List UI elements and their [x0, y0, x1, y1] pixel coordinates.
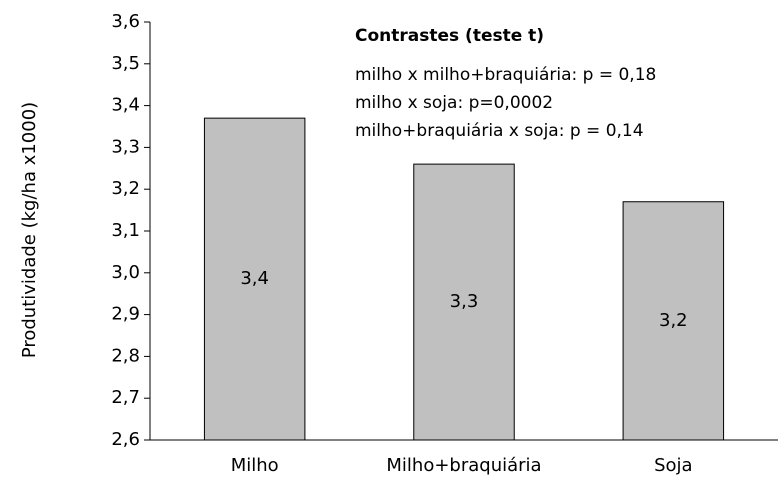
y-tick-label: 3,4	[111, 95, 140, 116]
annotation: milho+braquiária x soja: p = 0,14	[355, 121, 644, 141]
x-tick-label: Milho	[231, 455, 279, 476]
y-axis-label: Produtividade (kg/ha x1000)	[19, 102, 40, 358]
y-tick-label: 3,3	[111, 136, 140, 157]
annotation-title: Contrastes (teste t)	[355, 26, 544, 46]
y-tick-label: 3,1	[111, 220, 140, 241]
y-tick-label: 3,2	[111, 178, 140, 199]
y-tick-label: 2,7	[111, 387, 140, 408]
y-tick-label: 3,5	[111, 53, 140, 74]
y-tick-label: 2,8	[111, 345, 140, 366]
annotation: milho x soja: p=0,0002	[355, 93, 553, 113]
value-label: 3,3	[450, 291, 479, 312]
y-tick-label: 3,6	[111, 11, 140, 32]
y-tick-label: 3,0	[111, 262, 140, 283]
x-tick-label: Soja	[654, 455, 692, 476]
annotation: milho x milho+braquiária: p = 0,18	[355, 65, 656, 85]
value-label: 3,4	[240, 268, 269, 289]
y-tick-label: 2,6	[111, 429, 140, 450]
bar	[203, 117, 306, 441]
bar	[413, 163, 515, 441]
y-tick-label: 2,9	[111, 304, 140, 325]
x-tick-label: Milho+braquiária	[386, 455, 541, 476]
bar	[622, 201, 725, 441]
value-label: 3,2	[659, 310, 688, 331]
